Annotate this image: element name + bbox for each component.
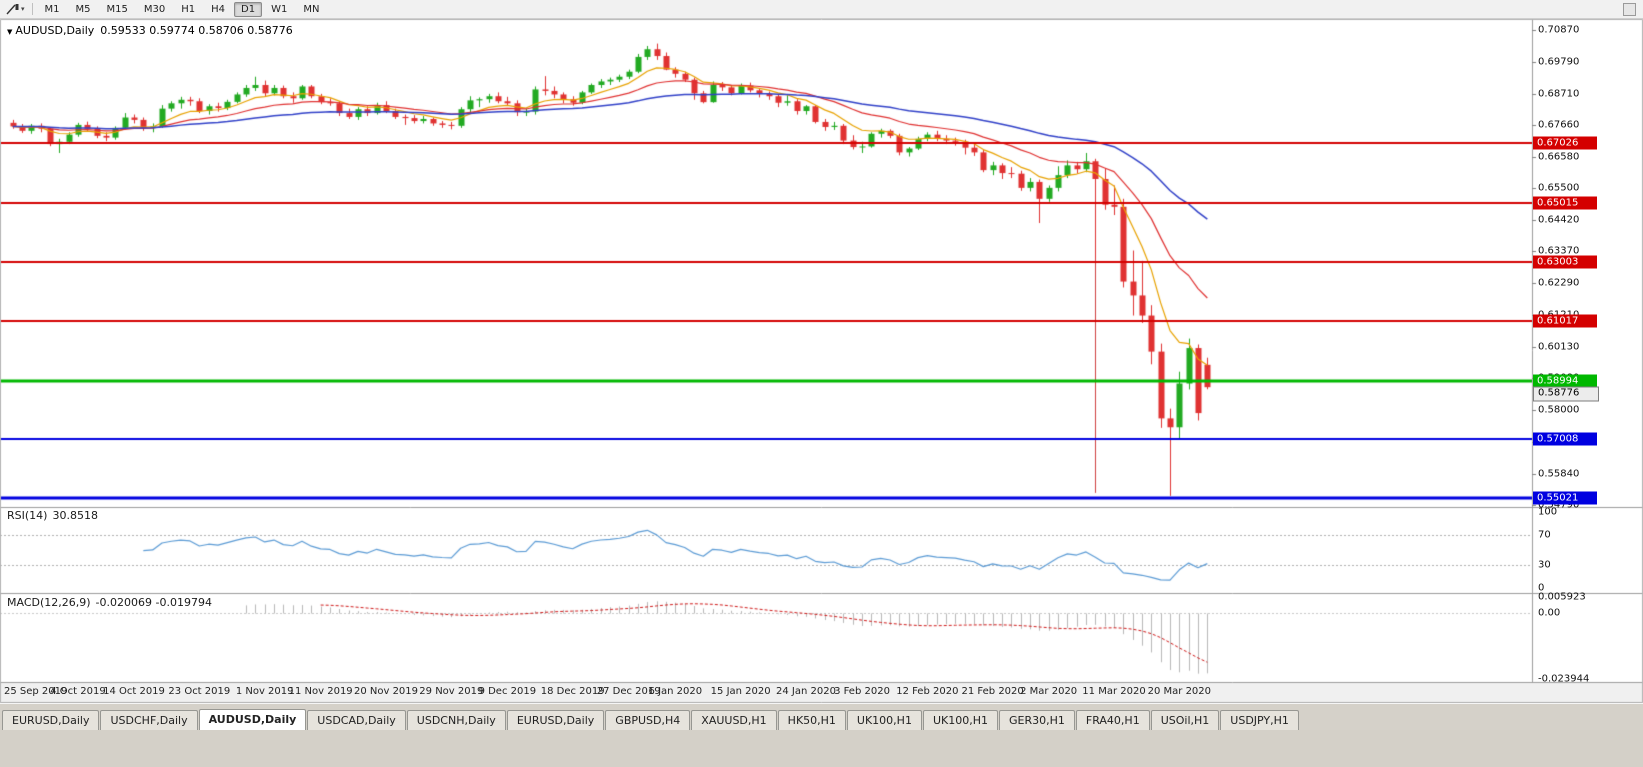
price-chart-canvas[interactable] [0,19,1643,703]
dropdown-caret-icon: ▾ [21,5,25,13]
macd-name: MACD(12,26,9) [7,596,91,609]
chart-tab-13-usoil-h1[interactable]: USOil,H1 [1150,710,1220,730]
chart-title: ▼ AUDUSD,Daily 0.59533 0.59774 0.58706 0.5… [7,24,293,37]
chart-tab-8-hk50-h1[interactable]: HK50,H1 [777,710,846,730]
toolbar: ▾ M1 M5 M15 M30 H1 H4 D1 W1 MN [0,0,1643,19]
timeframe-button-m15[interactable]: M15 [106,3,128,15]
rsi-indicator-label: RSI(14) 30.8518 [7,509,98,522]
macd-indicator-label: MACD(12,26,9) -0.020069 -0.019794 [7,596,212,609]
chart-tab-0-eurusd-daily[interactable]: EURUSD,Daily [2,710,100,730]
timeframe-button-mn[interactable]: MN [303,3,320,15]
chart-tab-10-uk100-h1[interactable]: UK100,H1 [922,710,998,730]
chart-cursor-tool-icon[interactable]: ▾ [3,1,28,17]
window-button[interactable] [1623,2,1636,16]
chart-tab-4-usdcnh-daily[interactable]: USDCNH,Daily [406,710,506,730]
chart-ohlc-values: 0.59533 0.59774 0.58706 0.58776 [100,24,293,37]
chart-tab-6-gbpusd-h4[interactable]: GBPUSD,H4 [605,710,691,730]
chart-tab-bar: EURUSD,Daily USDCHF,Daily AUDUSD,Daily USDC… [0,703,1643,730]
timeframe-button-h1[interactable]: H1 [181,3,196,15]
diagonal-line-icon [6,4,19,15]
chart-tab-11-ger30-h1[interactable]: GER30,H1 [998,710,1075,730]
rsi-value: 30.8518 [52,509,98,522]
chart-tab-5-eurusd-daily[interactable]: EURUSD,Daily [506,710,605,730]
chart-tab-3-usdcad-daily[interactable]: USDCAD,Daily [307,710,406,730]
chart-tab-12-fra40-h1[interactable]: FRA40,H1 [1075,710,1150,730]
timeframe-button-h4[interactable]: H4 [211,3,226,15]
chart-tab-14-usdjpy-h1[interactable]: USDJPY,H1 [1220,710,1299,730]
chart-window: ▼ AUDUSD,Daily 0.59533 0.59774 0.58706 0.5… [0,19,1643,703]
timeframe-button-w1[interactable]: W1 [271,3,288,15]
chart-tab-2-audusd-daily[interactable]: AUDUSD,Daily [198,709,307,730]
chart-tab-1-usdchf-daily[interactable]: USDCHF,Daily [100,710,198,730]
rsi-name: RSI(14) [7,509,48,522]
timeframe-button-m30[interactable]: M30 [143,3,166,15]
chart-tab-7-xauusd-h1[interactable]: XAUUSD,H1 [691,710,777,730]
toolbar-separator [31,3,33,15]
chart-tab-9-uk100-h1[interactable]: UK100,H1 [846,710,922,730]
chart-menu-icon: ▼ [7,28,13,36]
timeframe-button-d1[interactable]: D1 [234,1,263,17]
status-area [0,730,1643,767]
timeframe-button-m5[interactable]: M5 [75,3,91,15]
timeframe-button-m1[interactable]: M1 [44,3,60,15]
timeframe-toolbar: M1 M5 M15 M30 H1 H4 D1 W1 MN [37,1,328,17]
chart-symbol-label: AUDUSD,Daily [15,24,95,37]
macd-values: -0.020069 -0.019794 [95,596,212,609]
